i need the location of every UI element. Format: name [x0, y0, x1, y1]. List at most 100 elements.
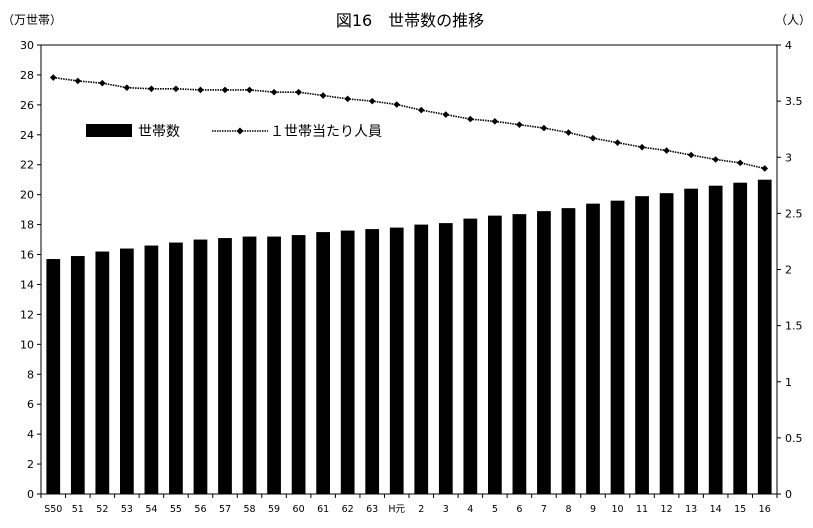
- bar-series: [46, 179, 772, 495]
- legend-bar-swatch: [86, 124, 132, 137]
- line-point: [417, 106, 425, 114]
- bar: [757, 179, 772, 494]
- line-point: [270, 88, 278, 96]
- bar: [340, 230, 355, 494]
- x-tick-label: 58: [243, 504, 255, 515]
- left-tick-label: 28: [20, 69, 34, 82]
- legend-line-label: １世帯当たり人員: [270, 124, 382, 140]
- x-tick-label: 63: [366, 504, 378, 515]
- line-point: [344, 95, 351, 103]
- x-tick-label: 56: [194, 504, 206, 515]
- x-tick-label: H元: [388, 504, 405, 515]
- x-tick-label: 54: [145, 504, 157, 515]
- chart-title: 図16 世帯数の推移: [336, 11, 484, 30]
- x-axis: S50 51 52 53 54 55 56 57 58 59 60 61 62 63 H元 2 3 4 5 6 7 8 9 1…: [40, 494, 778, 515]
- x-tick-label: 62: [342, 504, 354, 515]
- right-tick-label: 4: [785, 39, 792, 52]
- line-point: [368, 97, 376, 105]
- legend-bar-label: 世帯数: [138, 124, 180, 140]
- line-point: [148, 85, 155, 93]
- line-point: [614, 139, 621, 146]
- x-tick-label: 8: [565, 504, 571, 515]
- line-point: [638, 143, 646, 151]
- line-point: [565, 129, 572, 136]
- bar: [365, 229, 380, 494]
- bar: [438, 223, 453, 494]
- line-series: [49, 74, 769, 172]
- line-point: [491, 118, 499, 125]
- left-tick-label: 4: [27, 428, 34, 441]
- bar: [659, 193, 674, 495]
- line-point: [246, 86, 253, 94]
- right-tick-label: 3.5: [785, 95, 803, 108]
- left-tick-label: 22: [20, 159, 34, 172]
- bar: [291, 235, 306, 494]
- left-tick-label: 0: [27, 488, 34, 501]
- right-axis: 0 0.5 1 1.5 2 2.5 3 3.5 4: [777, 39, 803, 501]
- line-point: [295, 88, 302, 96]
- bar: [119, 248, 134, 494]
- x-tick-label: 53: [121, 504, 133, 515]
- right-tick-label: 0: [785, 488, 792, 501]
- line-point: [123, 84, 131, 91]
- bar: [635, 196, 649, 494]
- line-point: [663, 147, 670, 154]
- bar: [193, 239, 208, 494]
- bar: [242, 236, 257, 494]
- line-point: [74, 77, 82, 85]
- x-tick-label: 4: [467, 504, 473, 515]
- bar: [512, 214, 527, 494]
- x-tick-label: 60: [293, 504, 305, 515]
- line-point: [736, 159, 744, 167]
- right-tick-label: 2: [785, 264, 792, 277]
- x-tick-label: 51: [72, 504, 84, 515]
- x-tick-label: 11: [636, 504, 648, 515]
- line-point: [467, 115, 474, 123]
- line-point: [221, 86, 229, 94]
- line-point: [761, 165, 769, 172]
- bar: [144, 245, 159, 494]
- bar: [46, 259, 61, 494]
- bar: [389, 227, 404, 495]
- left-tick-label: 8: [27, 368, 34, 381]
- x-tick-label: 6: [516, 504, 522, 515]
- x-tick-label: 13: [685, 504, 697, 515]
- line-point: [393, 101, 401, 108]
- line-point: [172, 85, 180, 93]
- left-axis-unit: （万世帯）: [2, 13, 62, 27]
- bar: [487, 215, 502, 494]
- x-tick-label: 16: [759, 504, 771, 515]
- legend: 世帯数 １世帯当たり人員: [86, 124, 382, 140]
- line-point: [540, 124, 548, 132]
- left-tick-label: 12: [20, 308, 34, 321]
- line-point: [516, 121, 523, 128]
- bar: [684, 188, 699, 494]
- right-tick-label: 0.5: [785, 432, 803, 445]
- x-tick-label: 2: [418, 504, 424, 515]
- x-tick-label: 3: [443, 504, 449, 515]
- bar: [169, 242, 183, 494]
- bar: [70, 256, 85, 494]
- bar: [95, 251, 110, 494]
- line-point: [712, 156, 719, 163]
- left-tick-label: 2: [27, 458, 34, 471]
- line-point: [49, 74, 57, 81]
- right-tick-label: 2.5: [785, 207, 803, 220]
- right-axis-unit: （人）: [775, 13, 811, 27]
- bar: [267, 236, 281, 494]
- line-point: [319, 92, 327, 99]
- left-tick-label: 30: [20, 39, 34, 52]
- x-tick-label: 5: [492, 504, 498, 515]
- x-tick-label: 9: [590, 504, 596, 515]
- left-tick-label: 14: [20, 278, 34, 291]
- line-point: [687, 151, 695, 159]
- left-tick-label: 16: [20, 249, 34, 262]
- line-point: [99, 79, 106, 87]
- line-path: [53, 76, 765, 170]
- x-tick-label: 52: [96, 504, 108, 515]
- line-point: [442, 111, 450, 118]
- x-tick-label: 15: [734, 504, 746, 515]
- legend-line-marker: [236, 127, 244, 135]
- bar: [463, 218, 478, 494]
